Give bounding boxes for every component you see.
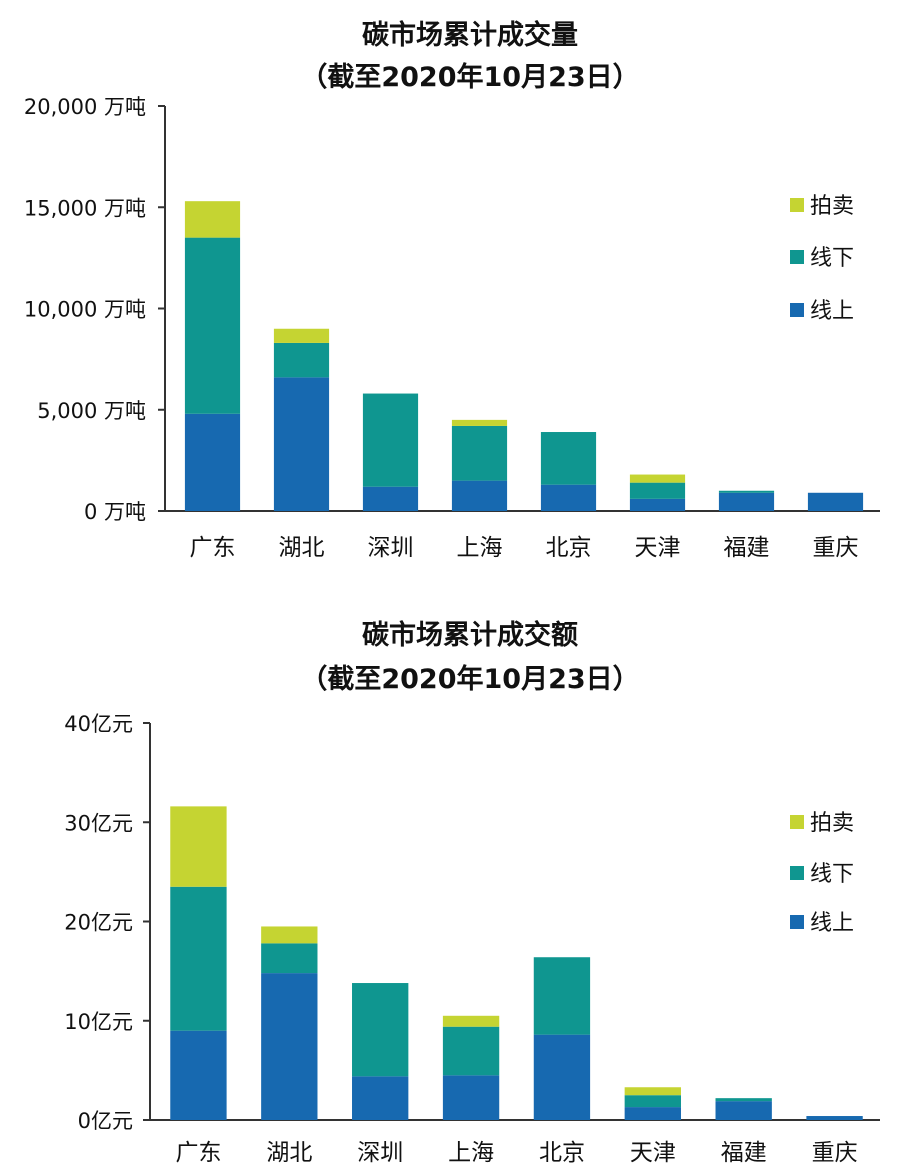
bar-offline (442, 1026, 500, 1076)
bar-online (184, 413, 241, 511)
legend-label-auction: 拍卖 (810, 811, 854, 836)
value-bars (170, 806, 863, 1120)
y-tick-label: 10,000 万吨 (24, 298, 146, 322)
bar-online (533, 1034, 591, 1120)
x-category-label: 福建 (721, 1140, 767, 1166)
bar-online (807, 492, 864, 511)
legend-swatch-offline (790, 866, 804, 880)
value-chart-subtitle: （截至2020年10月23日） (300, 663, 639, 695)
bar-online (629, 498, 686, 511)
bar-online (540, 484, 597, 511)
y-tick-label: 15,000 万吨 (24, 196, 146, 220)
bar-offline (170, 886, 227, 1031)
volume-chart-title: 碳市场累计成交量 (362, 19, 578, 51)
bar-auction (273, 328, 330, 343)
bar-offline (362, 393, 419, 487)
legend-label-online: 线上 (810, 911, 854, 936)
bar-online (715, 1101, 772, 1120)
bar-online (624, 1107, 681, 1120)
bar-auction (624, 1087, 681, 1096)
bar-online (806, 1116, 863, 1120)
x-category-label: 广东 (190, 535, 236, 561)
value-chart: 碳市场累计成交额 （截至2020年10月23日） 0亿元 10亿元 20亿元 30亿元… (64, 619, 880, 1166)
bar-auction (451, 419, 508, 426)
x-category-label: 湖北 (279, 535, 325, 561)
legend-swatch-offline (790, 250, 804, 264)
legend-label-offline: 线下 (810, 862, 854, 887)
x-category-label: 重庆 (813, 535, 859, 561)
bar-auction (170, 806, 227, 887)
x-category-label: 上海 (457, 535, 503, 561)
bar-online (170, 1030, 227, 1120)
bar-online (261, 973, 318, 1120)
x-category-label: 天津 (630, 1140, 676, 1166)
bar-auction (629, 474, 686, 483)
bar-online (362, 486, 419, 511)
legend-swatch-online (790, 915, 804, 929)
y-tick-label: 20亿元 (64, 911, 133, 935)
y-tick-label: 5,000 万吨 (37, 399, 146, 423)
bar-offline (629, 482, 686, 499)
legend-label-online: 线上 (810, 299, 854, 324)
y-tick-label: 0 万吨 (84, 500, 146, 524)
y-tick-label: 30亿元 (64, 811, 133, 835)
bar-offline (715, 1098, 772, 1102)
legend-label-auction: 拍卖 (810, 194, 854, 219)
volume-legend: 拍卖 线下 线上 (790, 194, 854, 324)
value-legend: 拍卖 线下 线上 (790, 811, 854, 936)
x-category-label: 深圳 (357, 1140, 403, 1166)
bar-online (352, 1076, 409, 1120)
volume-x-axis: 广东 湖北 深圳 上海 北京 天津 福建 重庆 (190, 535, 859, 561)
volume-chart-subtitle: （截至2020年10月23日） (300, 61, 639, 93)
volume-bars (184, 201, 864, 511)
y-tick-label: 10亿元 (64, 1010, 133, 1034)
bar-offline (540, 432, 597, 485)
bar-offline (624, 1095, 681, 1108)
bar-online (273, 377, 330, 511)
value-x-axis: 广东 湖北 深圳 上海 北京 天津 福建 重庆 (175, 1140, 857, 1166)
bar-offline (184, 237, 241, 414)
volume-chart: 碳市场累计成交量 （截至2020年10月23日） 0 万吨 5,000 万吨 10,… (24, 19, 880, 561)
bar-online (718, 492, 775, 511)
legend-swatch-online (790, 303, 804, 317)
bar-offline (451, 425, 508, 481)
x-category-label: 广东 (175, 1140, 221, 1166)
x-category-label: 天津 (635, 535, 681, 561)
bar-auction (184, 201, 241, 238)
x-category-label: 福建 (724, 535, 770, 561)
bar-offline (352, 983, 409, 1077)
bar-auction (442, 1015, 500, 1027)
x-category-label: 重庆 (812, 1140, 858, 1166)
bar-offline (261, 943, 318, 974)
bar-online (451, 480, 508, 511)
x-category-label: 湖北 (266, 1140, 312, 1166)
y-tick-label: 0亿元 (78, 1109, 133, 1133)
x-category-label: 上海 (448, 1140, 494, 1166)
legend-label-offline: 线下 (810, 246, 854, 271)
bar-online (442, 1075, 500, 1120)
legend-swatch-auction (790, 815, 804, 829)
bar-offline (718, 490, 775, 493)
y-tick-label: 20,000 万吨 (24, 95, 146, 119)
bar-auction (261, 926, 318, 944)
volume-y-axis: 0 万吨 5,000 万吨 10,000 万吨 15,000 万吨 20,000 万吨 (24, 95, 880, 524)
bar-offline (533, 957, 591, 1035)
bar-offline (273, 342, 330, 378)
x-category-label: 深圳 (368, 535, 414, 561)
y-tick-label: 40亿元 (64, 712, 133, 736)
value-chart-title: 碳市场累计成交额 (362, 619, 578, 651)
x-category-label: 北京 (539, 1140, 585, 1166)
x-category-label: 北京 (546, 535, 592, 561)
legend-swatch-auction (790, 198, 804, 212)
